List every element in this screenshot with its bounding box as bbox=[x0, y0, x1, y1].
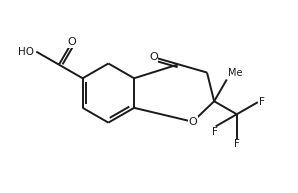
Text: HO: HO bbox=[18, 47, 34, 57]
Text: F: F bbox=[259, 97, 265, 107]
Text: Me: Me bbox=[228, 69, 242, 79]
Text: F: F bbox=[212, 127, 218, 137]
Text: F: F bbox=[234, 140, 240, 150]
Text: O: O bbox=[149, 52, 158, 62]
Text: O: O bbox=[188, 117, 197, 127]
Text: O: O bbox=[68, 37, 76, 47]
